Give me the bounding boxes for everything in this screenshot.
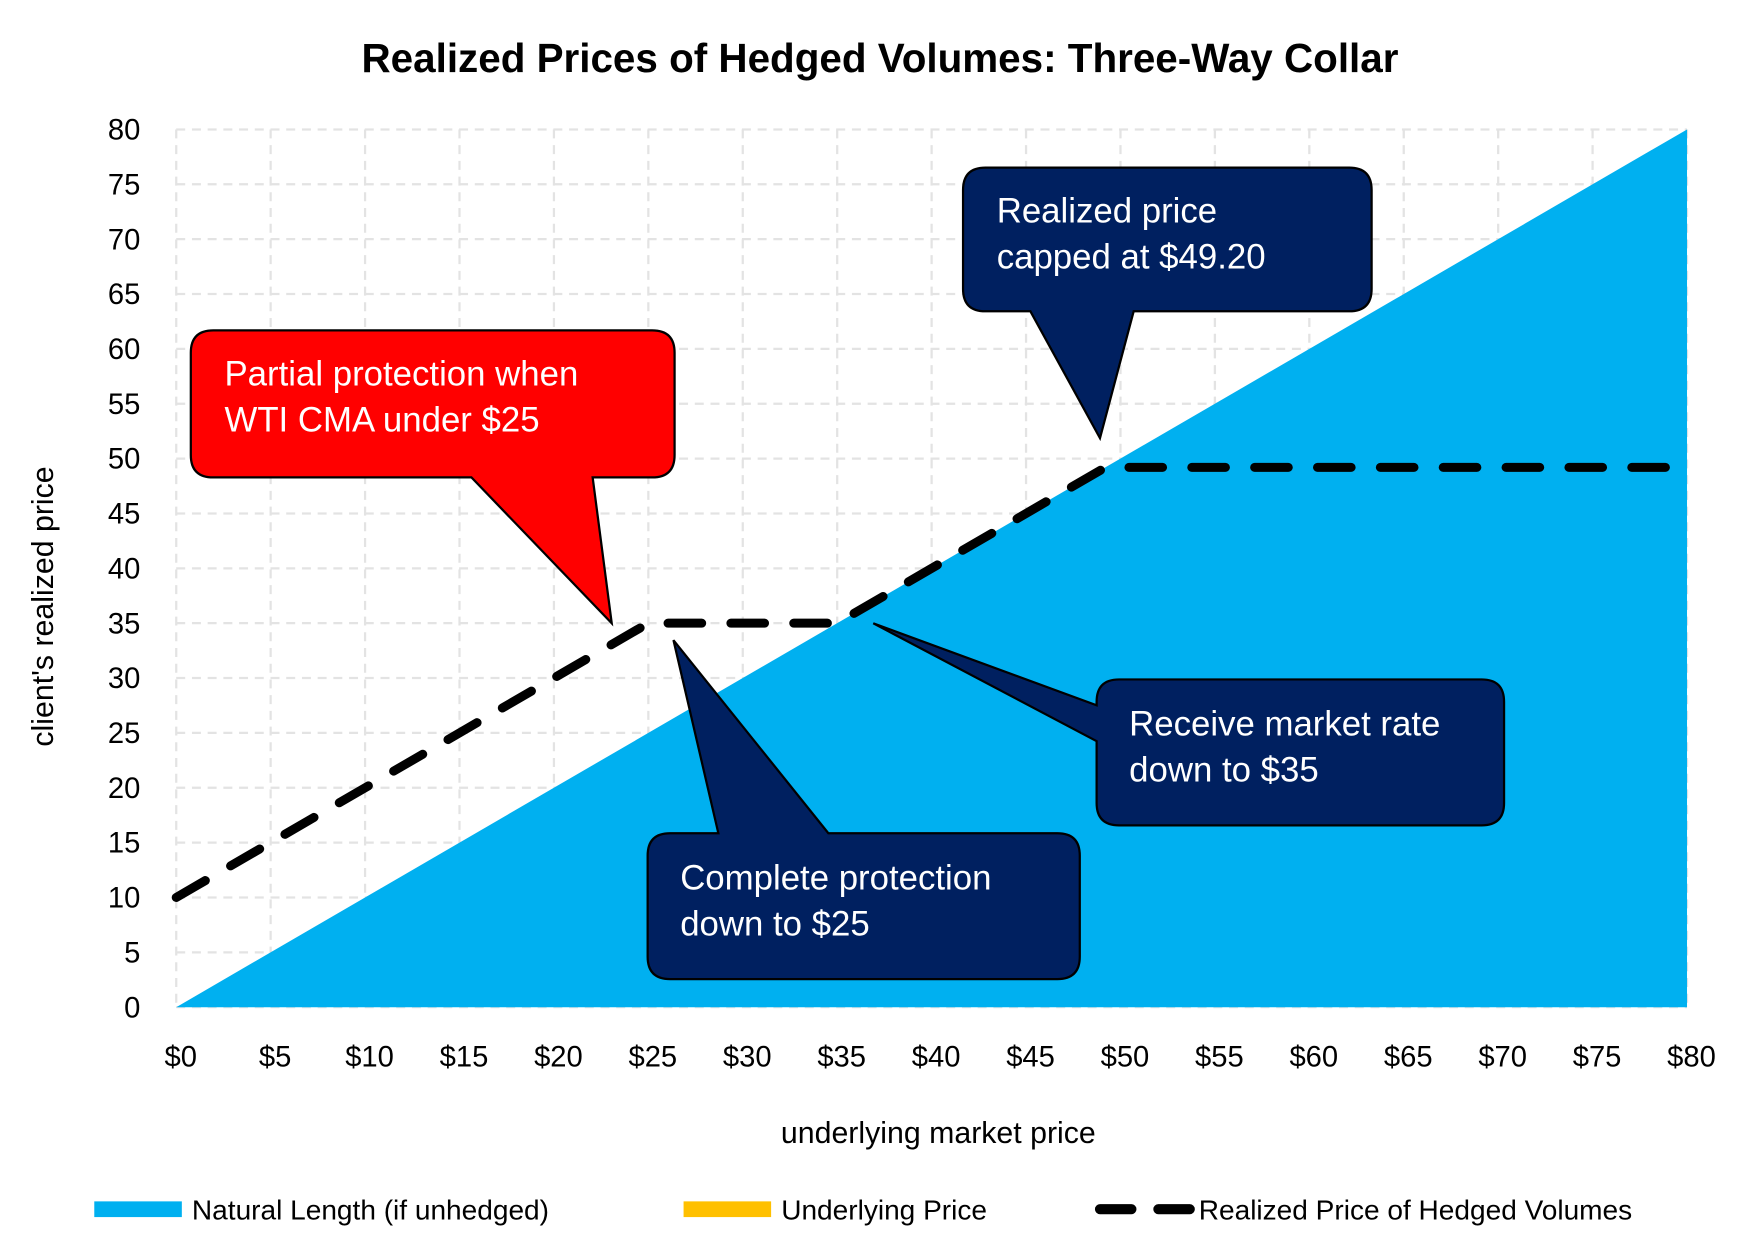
y-tick-label: 5 [124,937,140,969]
x-tick-label: $80 [1667,1042,1716,1074]
x-axis-label: underlying market price [781,1117,1096,1150]
x-tick-label: $40 [912,1042,961,1074]
x-tick-label: $10 [345,1042,394,1074]
legend-label: Realized Price of Hedged Volumes [1199,1194,1632,1225]
y-tick-label: 45 [108,499,140,531]
annotation-text: Complete protection [680,859,991,897]
annotation-partial: Partial protection when WTI CMA under $2… [189,329,676,627]
x-tick-label: $50 [1101,1042,1150,1074]
annotation-text: Realized price [997,193,1217,231]
x-tick-label: $0 [164,1042,196,1074]
annotation-text: Partial protection when [224,355,578,393]
legend-swatch-underlying-price [683,1201,772,1218]
y-tick-label: 10 [108,883,140,915]
annotation-text: capped at $49.20 [997,239,1266,277]
x-tick-label: $35 [817,1042,866,1074]
y-tick-label: 60 [108,334,140,366]
x-tick-label: $70 [1478,1042,1527,1074]
annotation-market-rate: Receive market rate down to $35 [872,622,1506,827]
x-tick-label: $65 [1384,1042,1433,1074]
y-tick-label: 70 [108,224,140,256]
legend-swatch-natural-length [94,1201,182,1218]
y-tick-label: 55 [108,389,140,421]
y-axis-label: client's realized price [27,466,60,746]
y-tick-label: 0 [124,992,140,1024]
legend-label: Natural Length (if unhedged) [192,1194,549,1225]
x-tick-label: $20 [534,1042,583,1074]
annotation-text: down to $25 [680,905,870,943]
y-tick-label: 50 [108,444,140,476]
annotation-complete: Complete protection down to $25 [646,639,1081,981]
y-tick-label: 20 [108,773,140,805]
annotation-text: down to $35 [1129,752,1319,790]
annotation-text: WTI CMA under $25 [224,401,539,439]
y-tick-label: 65 [108,279,140,311]
y-tick-label: 40 [108,553,140,585]
annotation-cap: Realized price capped at $49.20 [961,166,1373,442]
legend-label: Underlying Price [781,1194,987,1225]
y-tick-label: 80 [108,115,140,147]
x-tick-label: $5 [259,1042,291,1074]
x-tick-labels: $0 $5 $10 $15 $20 $25 $30 $35 $40 $45 $50 $55 $60 $65… [164,1042,1715,1074]
annotation-text: Receive market rate [1129,706,1440,744]
y-tick-label: 75 [108,169,140,201]
y-tick-label: 15 [108,828,140,860]
y-tick-label: 25 [108,718,140,750]
x-tick-label: $30 [723,1042,772,1074]
x-tick-label: $45 [1006,1042,1055,1074]
y-tick-label: 35 [108,608,140,640]
x-tick-label: $15 [440,1042,489,1074]
y-tick-labels: 0 5 10 15 20 25 30 35 40 45 50 55 60 65 70 75 80 [108,115,140,1025]
x-tick-label: $25 [628,1042,677,1074]
legend: Natural Length (if unhedged) Underlying … [94,1194,1632,1225]
chart-title: Realized Prices of Hedged Volumes: Three… [362,35,1399,81]
x-tick-label: $60 [1289,1042,1338,1074]
x-tick-label: $55 [1195,1042,1244,1074]
x-tick-label: $75 [1573,1042,1622,1074]
y-tick-label: 30 [108,663,140,695]
